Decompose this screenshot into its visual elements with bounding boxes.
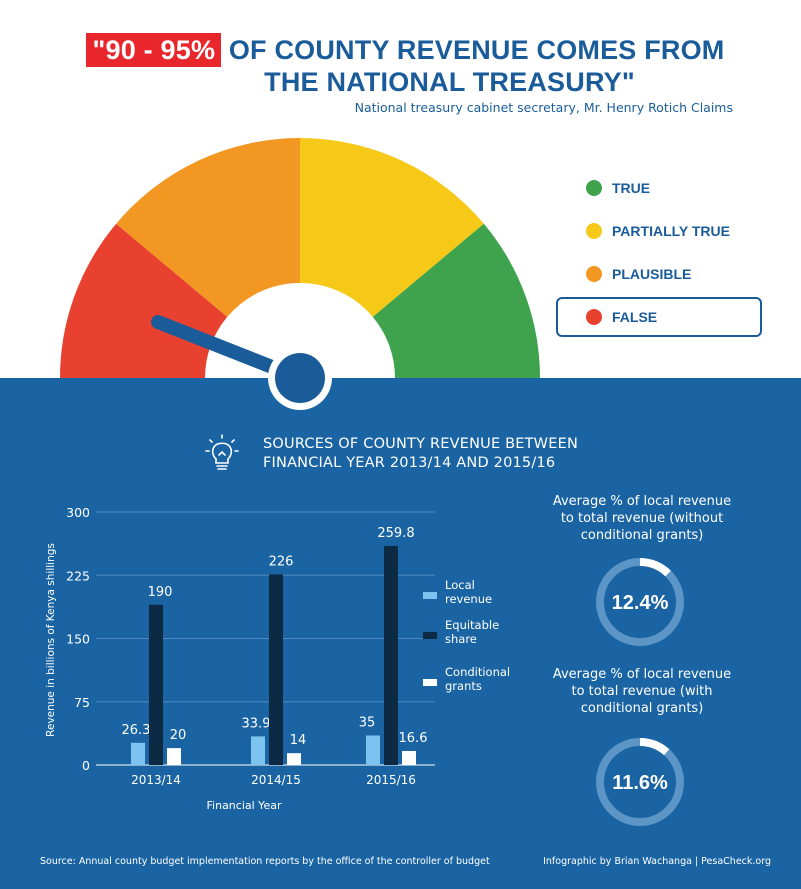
- stat-without-grants-line-3: conditional grants): [580, 528, 704, 543]
- bar-equitable-share: [149, 604, 163, 765]
- x-tick-label: 2015/16: [366, 773, 416, 787]
- revenue-bar-chart: 0 75 150 225 300 Revenue in billions of Kenya…: [45, 505, 510, 812]
- stat-without-grants-donut: 12.4%: [596, 558, 684, 646]
- section-title-line-1: SOURCES OF COUNTY REVENUE BETWEEN: [263, 436, 578, 452]
- claimant-text: National treasury cabinet secretary, Mr.…: [354, 100, 733, 115]
- data-label: 259.8: [377, 526, 414, 541]
- stat-with-grants-line-1: Average % of local revenue: [552, 667, 732, 682]
- legend-entry: Conditional grants: [445, 665, 510, 693]
- source-note: Source: Annual county budget implementat…: [40, 856, 490, 867]
- y-tick-label: 75: [74, 695, 90, 710]
- data-label: 20: [170, 728, 187, 743]
- data-label: 190: [148, 585, 173, 600]
- rating-plausible-segment: [116, 138, 301, 317]
- bar-equitable-share: [384, 545, 398, 765]
- donut-arc: [639, 558, 671, 577]
- rating-true-dot: [586, 179, 602, 196]
- headline-rest: OF COUNTY REVENUE COMES FROM: [228, 35, 725, 65]
- rating-true: TRUE: [556, 166, 766, 209]
- rating-false: FALSE: [556, 297, 762, 337]
- rating-plausible-label: PLAUSIBLE: [612, 265, 692, 282]
- section-title-line-2: FINANCIAL YEAR 2013/14 AND 2015/16: [263, 455, 556, 471]
- rating-partially-true-label: PARTIALLY TRUE: [612, 222, 730, 239]
- x-axis-label: Financial Year: [207, 799, 282, 812]
- legend-swatch: [423, 632, 437, 639]
- stat-without-grants-value: 12.4%: [612, 592, 669, 614]
- rating-plausible: PLAUSIBLE: [556, 252, 766, 295]
- bar-conditional-grants: [167, 748, 181, 765]
- data-label: 14: [290, 733, 307, 748]
- legend-entry: Equitable share: [445, 618, 499, 646]
- headline-line-1: "90 - 95% OF COUNTY REVENUE COMES FROM: [0, 33, 801, 67]
- y-tick-label: 0: [82, 758, 90, 773]
- stat-with-grants-label: Average % of local revenue to total reve…: [527, 666, 757, 717]
- data-label: 16.6: [399, 731, 428, 746]
- headline-highlight: "90 - 95%: [86, 33, 222, 67]
- bar-local-revenue: [366, 735, 380, 765]
- bar-local-revenue: [131, 742, 145, 765]
- rating-partially-true: PARTIALLY TRUE: [556, 209, 766, 252]
- headline: "90 - 95% OF COUNTY REVENUE COMES FROM T…: [0, 33, 801, 98]
- legend-entry: Local revenue: [445, 578, 492, 606]
- bar-local-revenue: [251, 736, 265, 765]
- y-axis-label: Revenue in billions of Kenya shillings: [45, 543, 57, 737]
- legend-swatch: [423, 592, 437, 599]
- stat-with-grants-line-3: conditional grants): [580, 701, 704, 716]
- rating-partially-true-dot: [586, 222, 602, 239]
- rating-partially-true-segment: [300, 138, 484, 317]
- stat-with-grants-line-2: to total revenue (with: [571, 684, 713, 699]
- x-tick-label: 2014/15: [251, 773, 301, 787]
- lightbulb-icon: [205, 434, 239, 470]
- data-label: 33.9: [242, 716, 271, 731]
- section-title: SOURCES OF COUNTY REVENUE BETWEEN FINANC…: [263, 435, 578, 473]
- bar-conditional-grants: [287, 753, 301, 765]
- gauge-hub-layer: [268, 346, 332, 410]
- y-tick-label: 150: [66, 632, 90, 647]
- rating-legend: TRUE PARTIALLY TRUE PLAUSIBLE FALSE: [556, 166, 766, 337]
- headline-line-2: THE NATIONAL TREASURY": [264, 67, 635, 97]
- y-tick-label: 225: [66, 568, 90, 583]
- stat-without-grants-line-2: to total revenue (without: [560, 511, 724, 526]
- y-tick-label: 300: [66, 505, 90, 520]
- rating-true-segment: [372, 223, 540, 378]
- legend-swatch: [423, 679, 437, 686]
- x-tick-label: 2013/14: [131, 773, 181, 787]
- rating-plausible-dot: [586, 265, 602, 282]
- stat-without-grants-label: Average % of local revenue to total reve…: [527, 493, 757, 544]
- rating-false-dot: [586, 309, 602, 325]
- rating-true-label: TRUE: [612, 179, 651, 196]
- stat-with-grants-value: 11.6%: [612, 772, 668, 794]
- gauge-hub: [275, 353, 325, 403]
- data-label: 26.3: [122, 723, 151, 738]
- credit-note: Infographic by Brian Wachanga | PesaChec…: [543, 856, 771, 867]
- bar-conditional-grants: [402, 751, 416, 765]
- donut-arc: [639, 738, 670, 756]
- data-label: 226: [269, 554, 294, 569]
- data-label: 35: [359, 715, 376, 730]
- bar-equitable-share: [269, 574, 283, 765]
- stat-with-grants-donut: 11.6%: [596, 738, 684, 826]
- rating-false-label: FALSE: [612, 309, 658, 325]
- stat-without-grants-line-1: Average % of local revenue: [552, 494, 732, 509]
